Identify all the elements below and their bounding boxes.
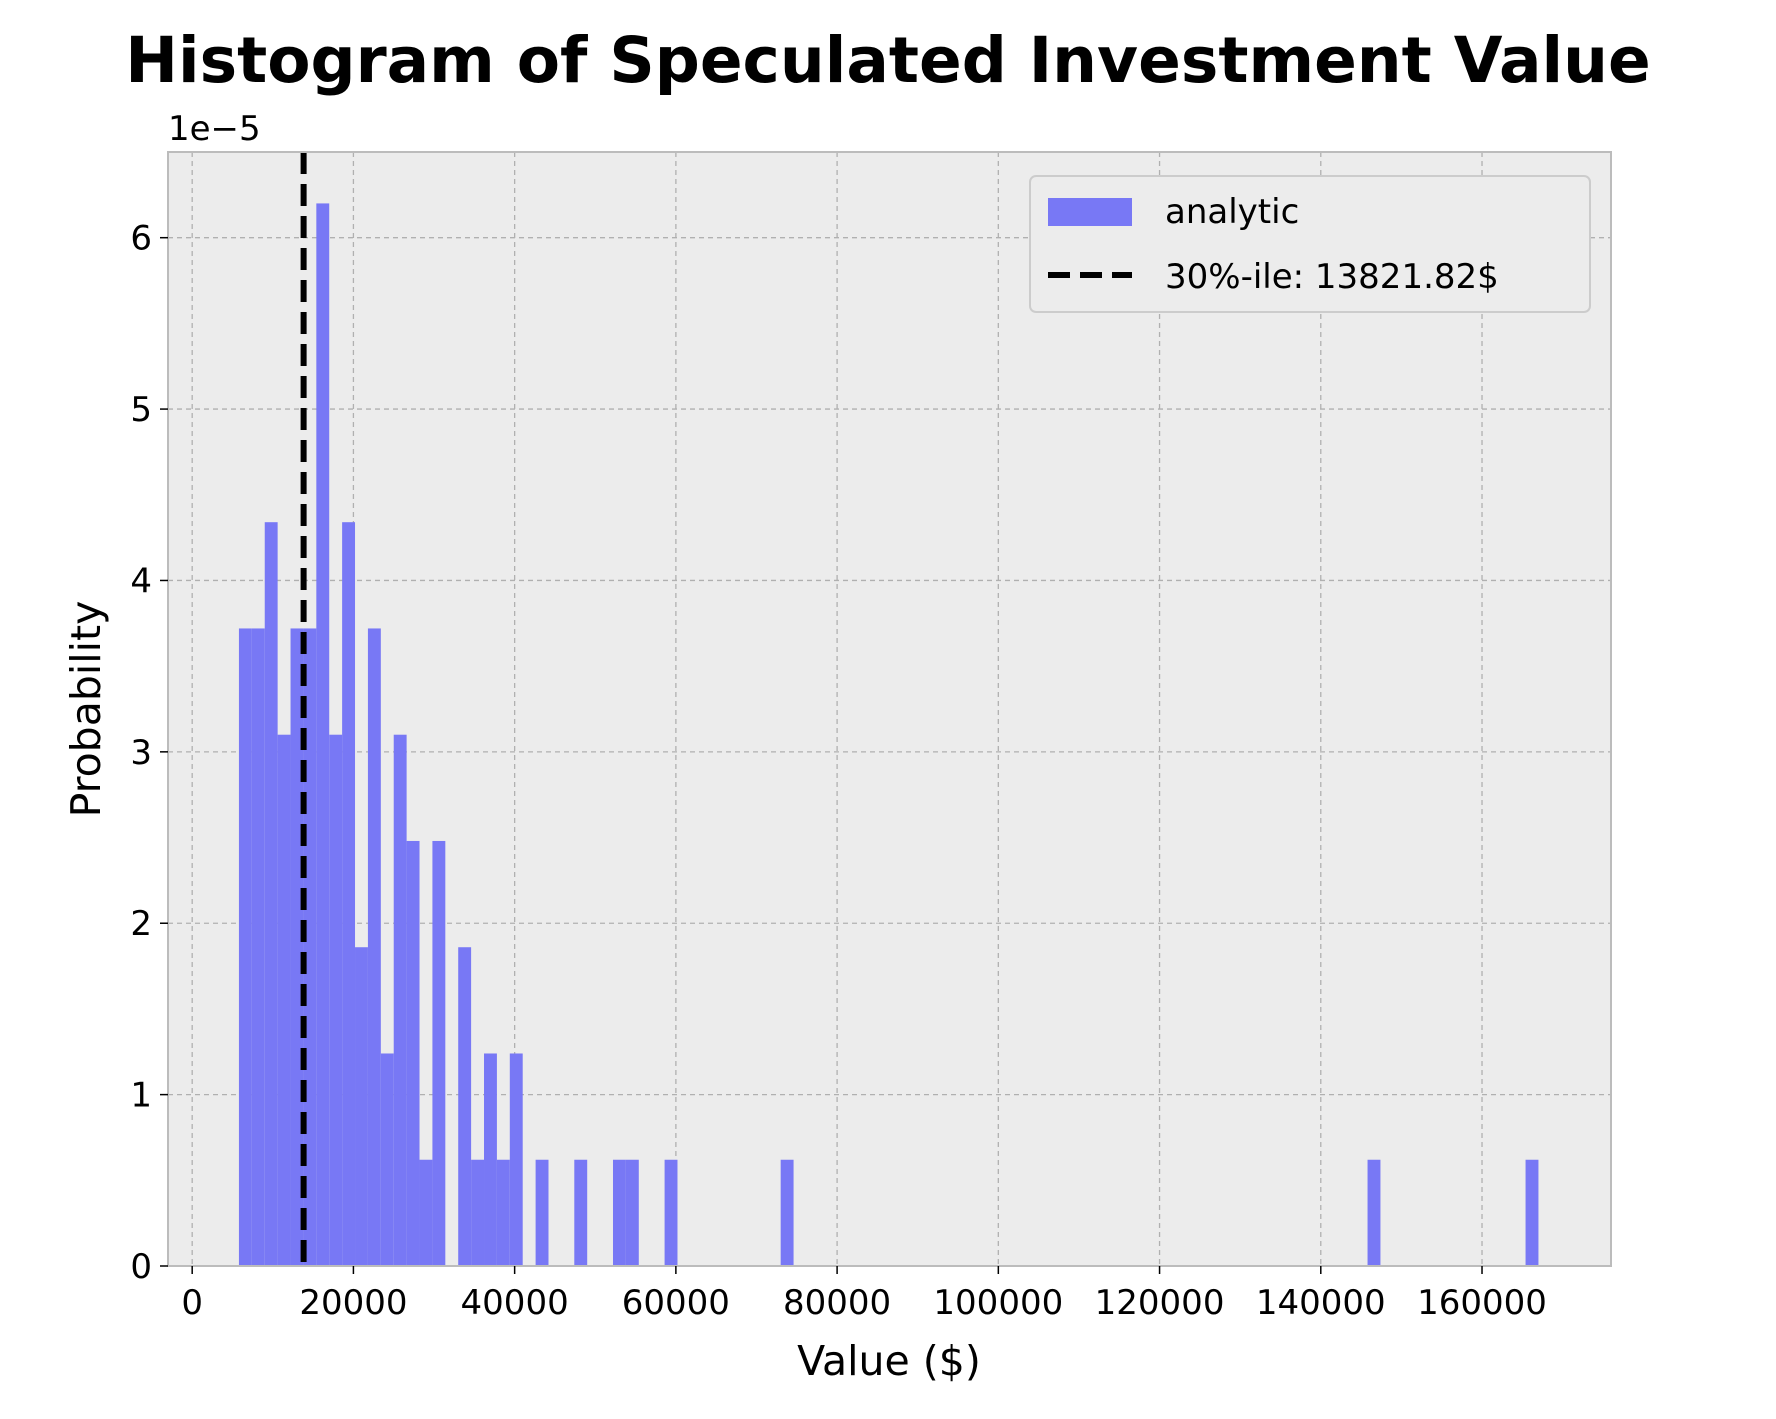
histogram-bar-23 [612, 1159, 626, 1266]
y-tick-label-2: 2 [130, 904, 152, 944]
y-tick-label-6: 6 [130, 219, 152, 259]
histogram-bar-14 [419, 1159, 433, 1266]
histogram-bar-28 [1525, 1159, 1539, 1266]
histogram-bar-15 [432, 840, 446, 1266]
y-tick-label-3: 3 [130, 733, 152, 773]
x-tick-label-2: 40000 [461, 1283, 569, 1323]
legend-label-percentile: 30%-ile: 13821.82$ [1165, 257, 1499, 297]
histogram-bar-19 [496, 1159, 510, 1266]
legend: analytic 30%-ile: 13821.82$ [1029, 175, 1591, 313]
y-tick-label-1: 1 [130, 1076, 152, 1116]
x-tick-label-0: 0 [181, 1283, 203, 1323]
histogram-bar-12 [393, 734, 407, 1266]
histogram-bar-17 [471, 1159, 485, 1266]
legend-label-analytic: analytic [1165, 192, 1299, 232]
histogram-bar-0 [238, 628, 252, 1266]
x-tick-label-6: 120000 [1095, 1283, 1225, 1323]
histogram-bar-24 [625, 1159, 639, 1266]
histogram-bar-27 [1367, 1159, 1381, 1266]
histogram-bar-7 [329, 734, 343, 1266]
histogram-bar-16 [458, 947, 472, 1266]
x-axis-label: Value ($) [797, 1337, 981, 1385]
x-tick-label-4: 80000 [783, 1283, 891, 1323]
histogram-bar-4 [290, 628, 304, 1266]
y-axis-offset-label: 1e−5 [168, 109, 261, 149]
histogram-bar-11 [380, 1053, 394, 1266]
histogram-bar-8 [342, 522, 356, 1266]
histogram-bar-2 [264, 522, 278, 1266]
histogram-bar-10 [367, 628, 381, 1266]
histogram-bar-5 [303, 628, 317, 1266]
legend-swatch-analytic [1048, 198, 1132, 226]
y-tick-label-5: 5 [130, 390, 152, 430]
y-axis-ticks: 0 1 2 3 4 5 6 [130, 219, 168, 1287]
x-tick-label-3: 60000 [622, 1283, 730, 1323]
chart-title: Histogram of Speculated Investment Value [125, 24, 1650, 97]
histogram-bar-20 [509, 1053, 523, 1266]
y-tick-label-4: 4 [130, 561, 152, 601]
legend-box [1029, 175, 1591, 313]
histogram-bar-18 [484, 1053, 497, 1266]
x-tick-label-5: 100000 [933, 1283, 1063, 1323]
y-axis-label: Probability [62, 601, 110, 818]
x-tick-label-1: 20000 [299, 1283, 407, 1323]
histogram-bar-25 [664, 1159, 678, 1266]
x-tick-label-8: 160000 [1417, 1283, 1547, 1323]
y-tick-label-0: 0 [130, 1247, 152, 1287]
histogram-bar-22 [574, 1159, 588, 1266]
histogram-bar-6 [316, 203, 330, 1266]
histogram-bar-9 [355, 947, 368, 1266]
x-tick-label-7: 140000 [1256, 1283, 1386, 1323]
histogram-bar-26 [780, 1159, 794, 1266]
histogram-bars [238, 203, 1539, 1266]
histogram-bar-3 [277, 734, 291, 1266]
histogram-bar-21 [535, 1159, 549, 1266]
histogram-bar-1 [251, 628, 265, 1266]
plot-frame [167, 151, 1612, 1267]
histogram-bar-13 [406, 840, 420, 1266]
x-axis-ticks: 0 20000 40000 60000 80000 100000 120000 140000 1… [181, 1266, 1547, 1323]
